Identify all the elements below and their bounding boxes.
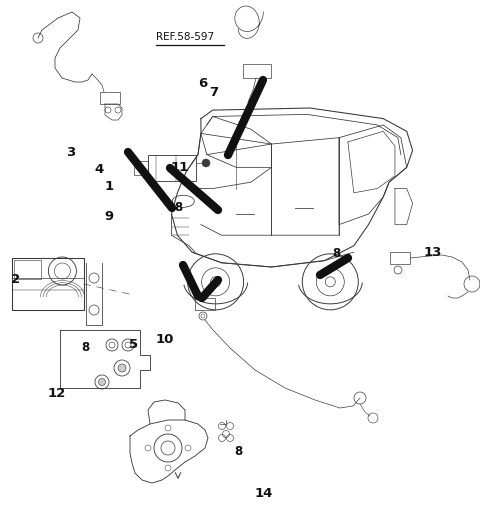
Text: 3: 3: [66, 146, 75, 160]
Text: 8: 8: [174, 200, 182, 214]
Text: 4: 4: [94, 163, 103, 177]
Text: 8: 8: [234, 445, 242, 458]
Text: 8: 8: [82, 340, 90, 354]
Text: 6: 6: [198, 77, 207, 91]
Text: 5: 5: [129, 338, 138, 351]
Text: 1: 1: [105, 180, 114, 193]
Text: REF.58-597: REF.58-597: [156, 32, 214, 42]
Text: 7: 7: [209, 85, 218, 99]
Text: 12: 12: [48, 387, 66, 400]
Text: 2: 2: [11, 273, 20, 286]
Text: 8: 8: [332, 247, 340, 261]
Text: 14: 14: [254, 487, 273, 500]
Text: 9: 9: [105, 210, 114, 223]
Circle shape: [98, 379, 106, 385]
Circle shape: [202, 159, 210, 167]
Text: 13: 13: [423, 246, 442, 260]
Text: 10: 10: [156, 333, 174, 346]
Text: 11: 11: [170, 161, 189, 174]
Circle shape: [118, 364, 126, 372]
